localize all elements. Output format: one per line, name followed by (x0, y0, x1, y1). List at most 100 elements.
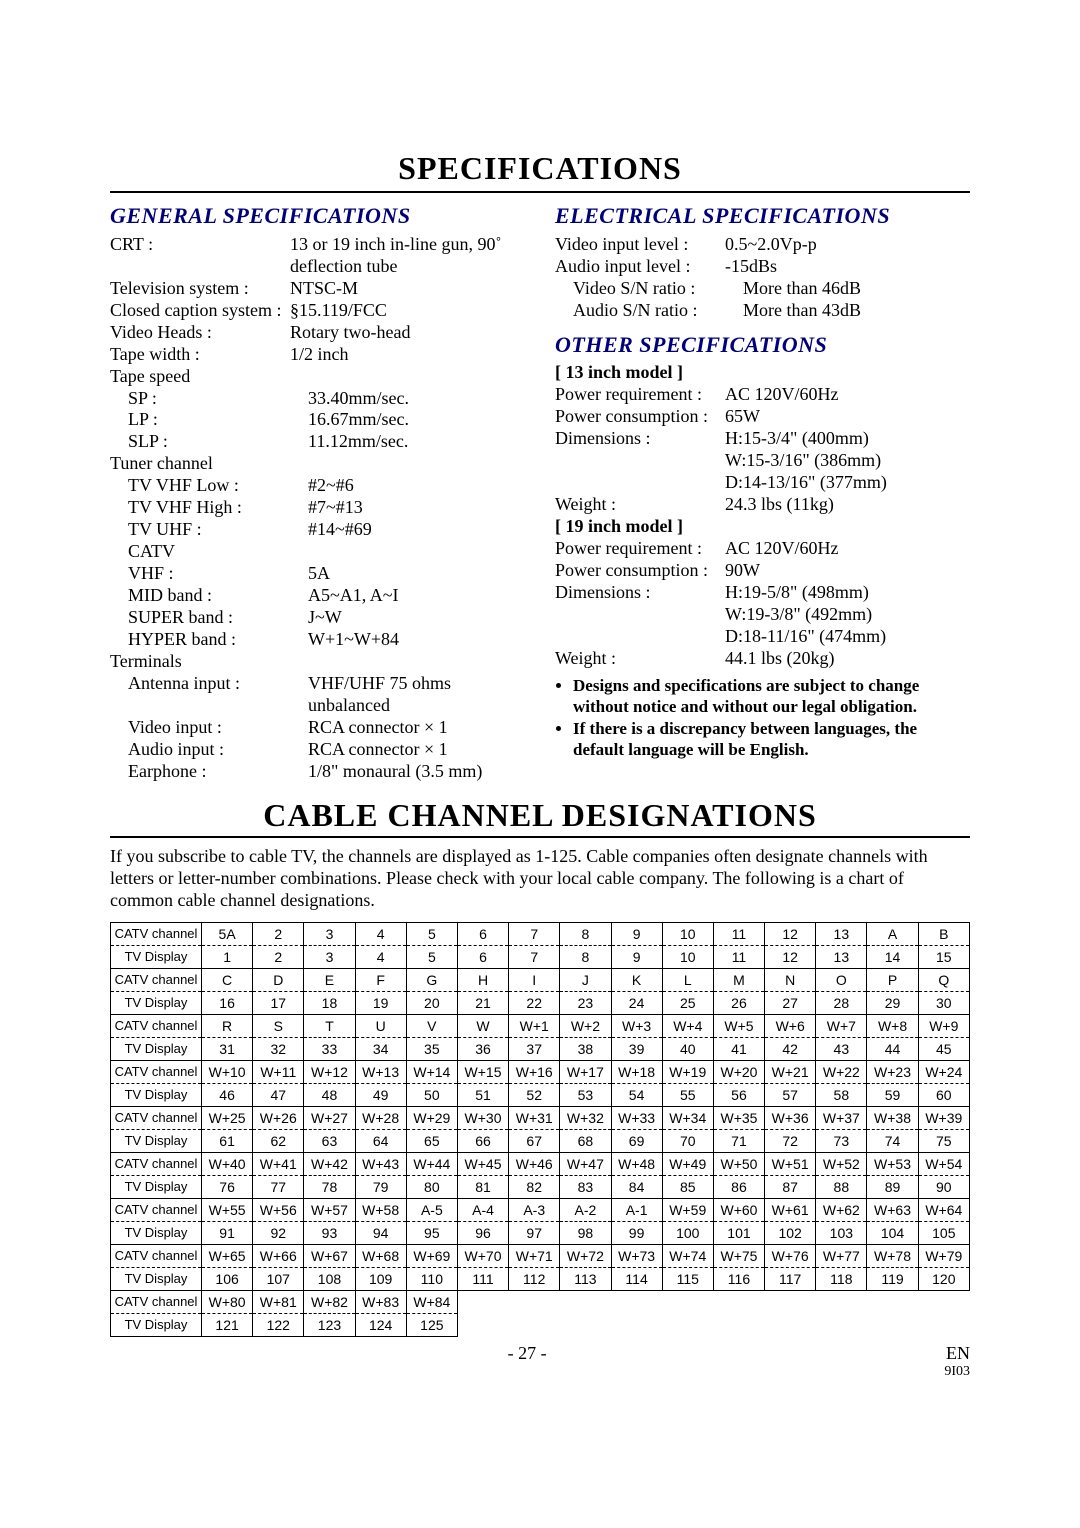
catv-cell: W+84 (406, 1290, 457, 1313)
catv-cell: A-3 (509, 1198, 560, 1221)
row-label-tv: TV Display (111, 1175, 202, 1198)
tv-cell (816, 1313, 867, 1336)
spec-value: 24.3 lbs (11kg) (725, 494, 970, 516)
tv-cell: 51 (457, 1083, 508, 1106)
catv-cell: W+74 (662, 1244, 713, 1267)
catv-cell: W+81 (253, 1290, 304, 1313)
catv-cell: W+76 (765, 1244, 816, 1267)
tv-cell: 29 (867, 991, 918, 1014)
tv-cell: 89 (867, 1175, 918, 1198)
spec-value: VHF/UHF 75 ohms unbalanced (308, 673, 525, 717)
spec-value: RCA connector × 1 (308, 717, 525, 739)
note-2: If there is a discrepancy between langua… (573, 719, 970, 760)
catv-cell: W+6 (765, 1014, 816, 1037)
spec-value (290, 651, 525, 673)
catv-cell: W+62 (816, 1198, 867, 1221)
tv-cell: 43 (816, 1037, 867, 1060)
tv-cell: 5 (406, 945, 457, 968)
spec-value: 13 or 19 inch in-line gun, 90˚ deflectio… (290, 234, 525, 278)
tv-cell: 49 (355, 1083, 406, 1106)
spec-value: 5A (308, 563, 525, 585)
catv-cell: A-1 (611, 1198, 662, 1221)
spec-value: 1/2 inch (290, 344, 525, 366)
catv-cell: W+39 (918, 1106, 969, 1129)
catv-cell: W+83 (355, 1290, 406, 1313)
tv-cell: 75 (918, 1129, 969, 1152)
tv-cell: 21 (457, 991, 508, 1014)
catv-cell: W+47 (560, 1152, 611, 1175)
spec-row: D:18-11/16" (474mm) (555, 626, 970, 648)
catv-cell: W+15 (457, 1060, 508, 1083)
catv-cell: A-4 (457, 1198, 508, 1221)
spec-value: Rotary two-head (290, 322, 525, 344)
spec-value: A5~A1, A~I (308, 585, 525, 607)
catv-cell: W+36 (765, 1106, 816, 1129)
tv-cell: 40 (662, 1037, 713, 1060)
tv-cell: 92 (253, 1221, 304, 1244)
tv-cell: 115 (662, 1267, 713, 1290)
catv-cell: W+55 (202, 1198, 253, 1221)
tv-cell: 85 (662, 1175, 713, 1198)
catv-cell: W+22 (816, 1060, 867, 1083)
tv-cell: 107 (253, 1267, 304, 1290)
notes-list: Designs and specifications are subject t… (555, 676, 970, 761)
section-electrical: ELECTRICAL SPECIFICATIONS (555, 203, 970, 230)
catv-cell: W+56 (253, 1198, 304, 1221)
spec-value: §15.119/FCC (290, 300, 525, 322)
catv-cell: W+82 (304, 1290, 355, 1313)
spec-row: Audio S/N ratio :More than 43dB (555, 300, 970, 322)
tv-cell: 79 (355, 1175, 406, 1198)
catv-cell: 10 (662, 922, 713, 945)
catv-cell: W+72 (560, 1244, 611, 1267)
tv-cell: 76 (202, 1175, 253, 1198)
tv-cell: 91 (202, 1221, 253, 1244)
catv-cell: G (406, 968, 457, 991)
spec-label: Power requirement : (555, 384, 725, 406)
catv-cell: W+66 (253, 1244, 304, 1267)
tv-cell (509, 1313, 560, 1336)
spec-value: W+1~W+84 (308, 629, 525, 651)
catv-cell: W+7 (816, 1014, 867, 1037)
spec-label (555, 604, 725, 626)
catv-cell: W+34 (662, 1106, 713, 1129)
spec-label: Antenna input : (110, 673, 308, 717)
tv-cell: 2 (253, 945, 304, 968)
catv-cell: V (406, 1014, 457, 1037)
spec-row: SP :33.40mm/sec. (110, 388, 525, 410)
catv-cell: W+23 (867, 1060, 918, 1083)
catv-cell: W+49 (662, 1152, 713, 1175)
spec-value: More than 46dB (743, 278, 970, 300)
tv-cell: 38 (560, 1037, 611, 1060)
tv-cell: 50 (406, 1083, 457, 1106)
tv-cell: 96 (457, 1221, 508, 1244)
spec-value: RCA connector × 1 (308, 739, 525, 761)
spec-value: D:14-13/16" (377mm) (725, 472, 970, 494)
tv-cell: 37 (509, 1037, 560, 1060)
catv-cell: W+65 (202, 1244, 253, 1267)
row-label-tv: TV Display (111, 1037, 202, 1060)
catv-cell: W+48 (611, 1152, 662, 1175)
tv-cell: 80 (406, 1175, 457, 1198)
catv-cell (867, 1290, 918, 1313)
tv-cell: 46 (202, 1083, 253, 1106)
catv-cell: W+59 (662, 1198, 713, 1221)
spec-label: Video S/N ratio : (555, 278, 743, 300)
catv-cell: W+17 (560, 1060, 611, 1083)
tv-cell: 31 (202, 1037, 253, 1060)
catv-cell: W+10 (202, 1060, 253, 1083)
tv-cell: 70 (662, 1129, 713, 1152)
spec-value: H:15-3/4" (400mm) (725, 428, 970, 450)
tv-cell: 52 (509, 1083, 560, 1106)
spec-label: TV UHF : (110, 519, 308, 541)
tv-cell: 122 (253, 1313, 304, 1336)
tv-cell: 23 (560, 991, 611, 1014)
tv-cell: 72 (765, 1129, 816, 1152)
footer-code: 9I03 (944, 1364, 970, 1380)
spec-row: Power consumption :90W (555, 560, 970, 582)
spec-row: Dimensions :H:15-3/4" (400mm) (555, 428, 970, 450)
catv-cell: W+75 (713, 1244, 764, 1267)
catv-cell: W+13 (355, 1060, 406, 1083)
title-specifications: SPECIFICATIONS (110, 150, 970, 187)
tv-cell: 27 (765, 991, 816, 1014)
tv-cell: 95 (406, 1221, 457, 1244)
